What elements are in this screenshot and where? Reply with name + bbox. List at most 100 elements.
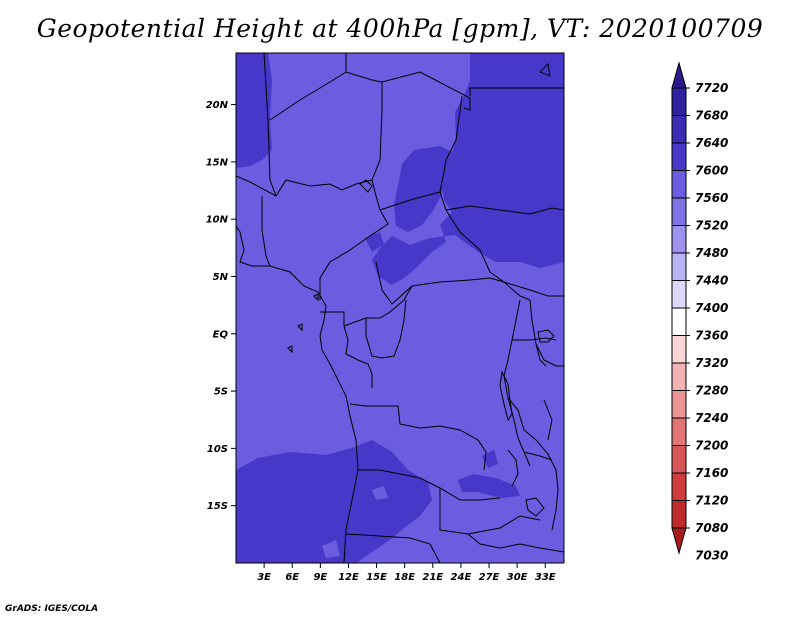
lat-tick-label: 20N [206,100,229,111]
lat-tick-label: EQ [213,329,229,340]
field-7600-northeast [372,53,564,285]
colorbar-swatch [671,472,687,501]
field-7600-southeast [458,474,520,498]
lake-1 [537,329,555,343]
lat-tick-label: 5N [213,272,229,283]
colorbar-swatch [671,335,687,364]
lon-tick-label: 3E [257,572,271,583]
colorbar-swatch [671,170,687,199]
colorbar-label: 7520 [695,219,728,233]
colorbar-swatch [671,197,687,226]
colorbar-label: 7560 [695,191,728,205]
field-7600-northwest [236,53,272,168]
lon-tick-label: 21E [422,572,443,583]
colorbar-label: 7320 [695,356,728,370]
colorbar-swatch [671,307,687,336]
colorbar-swatch [671,390,687,419]
border-12 [375,261,531,305]
coastline-west [236,225,359,563]
border-9 [379,95,463,211]
colorbar-label: 7640 [695,136,728,150]
border-20 [345,533,441,563]
border-28 [543,399,553,441]
plot-frame [235,52,565,564]
border-29 [507,449,519,487]
lat-tick-label: 5S [214,387,228,398]
color-legend: 7720 7680 7640 7600 7560 7520 7480 7440 7400 7360… [671,61,728,563]
colorbar-swatch [671,362,687,391]
border-4 [381,71,471,111]
colorbar-label: 7240 [695,411,728,425]
height-field [236,53,564,563]
border-21 [467,533,564,553]
colorbar-label: 7080 [695,521,728,535]
lat-tick-label: 10N [206,215,229,226]
political-boundaries [236,53,564,563]
colorbar-swatch [671,527,687,555]
border-27 [523,451,553,461]
lon-tick-label: 9E [313,572,327,583]
island-3 [287,345,293,354]
field-7560-pocket-1 [372,486,388,500]
border-15 [343,325,373,388]
field-7560-pocket-2 [322,540,340,558]
border-26 [507,397,559,531]
colorbar-swatch [671,61,687,89]
colorbar-swatch [671,445,687,474]
lat-tick-label: 15N [206,157,229,168]
lon-tick-label: 30E [507,572,528,583]
coast-northeast [539,62,551,77]
border-19 [439,488,541,535]
colorbar-label: 7400 [695,301,728,315]
lake-2 [499,370,513,422]
border-1 [263,53,277,197]
colorbar-swatch [671,225,687,254]
colorbar-swatch [671,87,687,116]
lon-tick-label: 33E [535,572,556,583]
field-7600-speck [365,232,384,252]
colorbar-swatch [671,417,687,446]
longitude-axis: 3E 6E 9E 12E 15E 18E 21E 24E 27E 30E 33E [257,563,556,583]
border-8 [319,209,389,300]
border-18 [358,469,501,501]
border-22 [503,299,531,467]
colorbar-swatch [671,280,687,309]
colorbar-label: 7120 [695,494,728,508]
colorbar-label: 7600 [695,164,728,178]
lat-tick-label: 10S [207,444,228,455]
lake-chad [359,179,373,193]
lon-tick-label: 27E [479,572,500,583]
border-7 [261,196,271,267]
border-25 [535,343,547,367]
lake-3 [525,497,545,517]
lon-tick-label: 12E [338,572,359,583]
credit-text: GrADS: IGES/COLA [5,604,99,614]
lon-tick-label: 18E [394,572,415,583]
chart-title: Geopotential Height at 400hPa [gpm], VT:… [36,14,764,43]
colorbar-label: 7440 [695,274,728,288]
colorbar-swatch [671,115,687,144]
border-23 [529,299,564,367]
border-11 [445,205,564,215]
border-13 [503,281,564,297]
colorbar-swatch [671,142,687,171]
lon-tick-label: 15E [366,572,387,583]
lon-tick-label: 6E [285,572,299,583]
colorbar-label: 7680 [695,109,728,123]
border-14 [320,285,413,327]
colorbar-label: 7200 [695,439,728,453]
island-1 [297,323,303,332]
colorbar-label: 7480 [695,246,728,260]
border-17 [349,403,487,471]
colorbar-swatch [671,500,687,529]
field-7600-central [394,146,452,232]
colorbar-label: 7360 [695,329,728,343]
latitude-axis: 20N 15N 10N 5N EQ 5S 10S 15S [206,100,236,512]
lon-tick-label: 24E [451,572,472,583]
colorbar-label: 7160 [695,466,728,480]
border-5 [469,87,564,96]
colorbar-label: 7720 [695,81,728,95]
colorbar-label: 7030 [695,549,728,563]
colorbar-label: 7280 [695,384,728,398]
